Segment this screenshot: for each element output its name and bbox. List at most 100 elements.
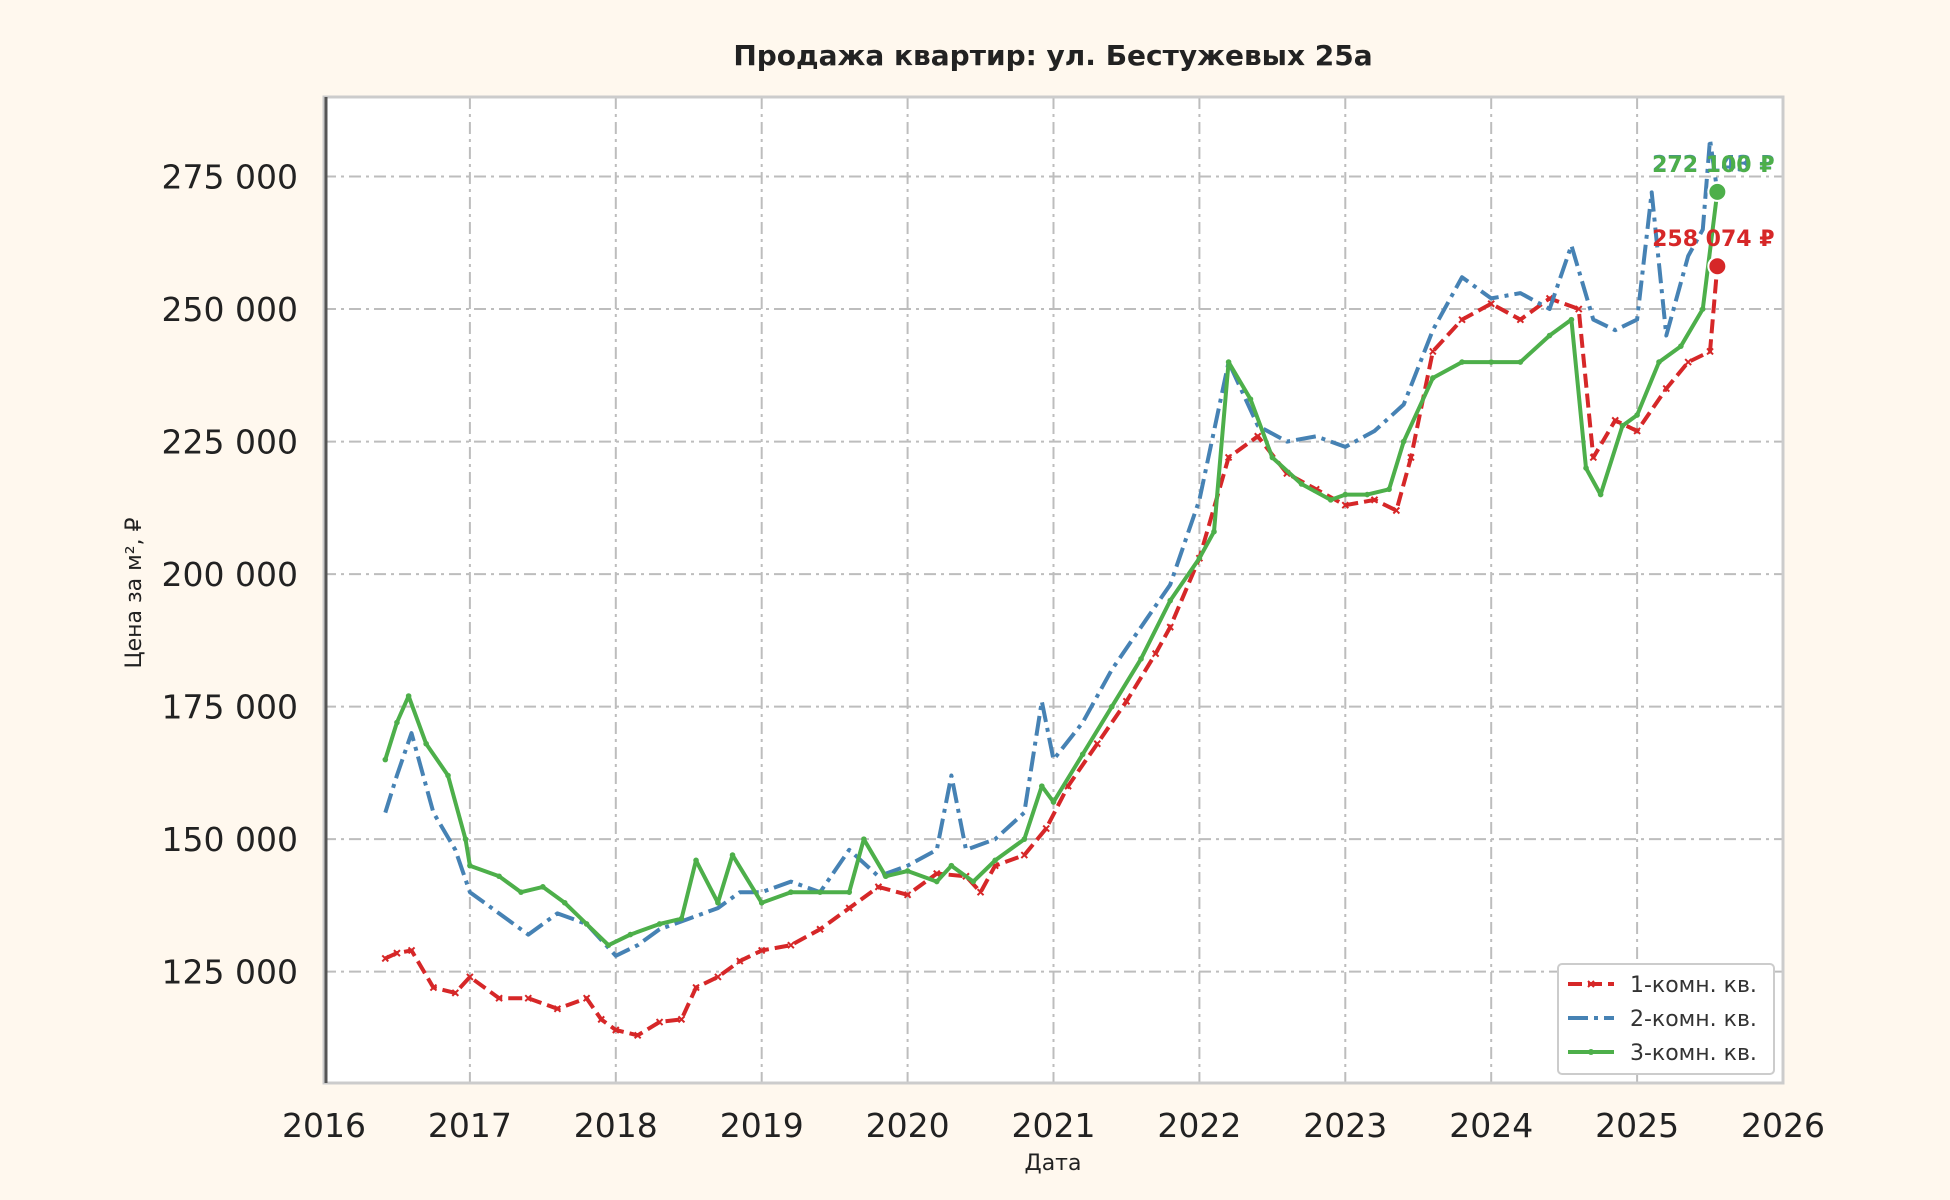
data-point bbox=[1196, 555, 1203, 561]
data-point bbox=[1247, 396, 1254, 402]
data-point bbox=[715, 899, 721, 906]
y-tick-label: 175 000 bbox=[162, 688, 298, 727]
data-point bbox=[788, 889, 794, 895]
data-point bbox=[817, 889, 823, 895]
x-tick-label: 2017 bbox=[428, 1106, 512, 1145]
end-labels: 258 074 ₽ 272 143 ₽272 100 ₽ bbox=[1652, 153, 1775, 277]
data-point bbox=[787, 941, 795, 949]
data-point bbox=[407, 946, 416, 955]
y-tick-label: 250 000 bbox=[162, 290, 298, 329]
data-point bbox=[845, 904, 853, 912]
data-point bbox=[1269, 454, 1276, 461]
series-3 bbox=[382, 189, 1721, 948]
data-point bbox=[1327, 497, 1334, 503]
data-point bbox=[1211, 528, 1217, 535]
x-tick-label: 2019 bbox=[720, 1106, 804, 1145]
x-tick-label: 2020 bbox=[866, 1106, 950, 1145]
data-point bbox=[540, 884, 546, 890]
data-point bbox=[1342, 491, 1349, 498]
data-point bbox=[1254, 432, 1262, 440]
data-point bbox=[1364, 491, 1370, 498]
data-point bbox=[612, 1026, 620, 1034]
x-axis-title: Дата bbox=[1025, 1151, 1082, 1176]
data-point bbox=[1109, 703, 1115, 710]
data-point bbox=[1429, 347, 1437, 356]
y-tick-label: 125 000 bbox=[162, 953, 298, 992]
data-point bbox=[861, 836, 867, 842]
data-point bbox=[1611, 416, 1619, 425]
data-point bbox=[933, 878, 940, 885]
data-point bbox=[693, 857, 699, 864]
data-point bbox=[1488, 359, 1494, 365]
data-point bbox=[462, 836, 469, 842]
data-point bbox=[561, 899, 568, 906]
x-tick-label: 2023 bbox=[1303, 1106, 1387, 1145]
data-point bbox=[729, 852, 736, 858]
data-point bbox=[582, 994, 591, 1002]
legend-label: 1-комн. кв. bbox=[1630, 973, 1757, 998]
data-point bbox=[904, 868, 911, 874]
data-point bbox=[714, 973, 722, 981]
plot-area: 2016 2017 2018 2019 2020 2021 2022 2023 2024 2025… bbox=[162, 95, 1825, 1145]
data-point bbox=[583, 921, 590, 927]
legend: 1-комн. кв. 2-комн. кв. 3-комн. кв. bbox=[1557, 963, 1775, 1075]
y-tick-label: 275 000 bbox=[162, 158, 298, 197]
data-point bbox=[846, 889, 853, 895]
data-point bbox=[381, 954, 389, 963]
data-point bbox=[393, 949, 401, 957]
data-point bbox=[1079, 751, 1086, 758]
data-point bbox=[633, 1031, 642, 1039]
data-point bbox=[445, 772, 451, 779]
data-point bbox=[816, 925, 824, 933]
data-point bbox=[1546, 332, 1553, 339]
y-tick-label: 200 000 bbox=[162, 555, 298, 594]
data-point bbox=[1020, 851, 1029, 859]
data-point bbox=[1568, 316, 1575, 323]
data-point bbox=[1575, 305, 1583, 313]
x-tick-label: 2016 bbox=[282, 1106, 366, 1145]
data-point bbox=[627, 931, 634, 938]
data-point bbox=[903, 891, 912, 899]
legend-marker bbox=[1587, 980, 1595, 988]
end-value-label: 272 100 ₽ bbox=[1652, 153, 1774, 178]
data-point bbox=[1459, 359, 1465, 365]
data-point bbox=[1517, 359, 1524, 365]
data-point bbox=[451, 989, 460, 997]
data-point bbox=[1341, 501, 1350, 509]
data-point bbox=[1516, 315, 1525, 324]
y-axis-title: Цена за м², ₽ bbox=[122, 517, 147, 668]
data-point bbox=[1298, 481, 1305, 487]
data-point bbox=[524, 994, 532, 1002]
end-value-label: 272 143 ₽ bbox=[1652, 153, 1774, 178]
data-point bbox=[1458, 315, 1466, 324]
data-point bbox=[948, 862, 955, 869]
data-point bbox=[495, 994, 503, 1002]
data-point bbox=[605, 942, 612, 948]
data-point bbox=[597, 1015, 605, 1024]
end-point-marker bbox=[1707, 181, 1728, 202]
data-point bbox=[1684, 358, 1692, 366]
data-point bbox=[1407, 453, 1415, 462]
data-point bbox=[874, 883, 883, 891]
data-point bbox=[466, 973, 474, 981]
data-point bbox=[1430, 375, 1436, 381]
data-point bbox=[1583, 465, 1589, 471]
data-point bbox=[933, 869, 941, 878]
data-point bbox=[992, 857, 998, 864]
data-point bbox=[1400, 438, 1407, 445]
data-point bbox=[1662, 384, 1670, 393]
end-point-marker bbox=[1707, 256, 1728, 277]
data-point bbox=[678, 915, 685, 922]
data-point bbox=[677, 1015, 686, 1024]
legend-label: 2-комн. кв. bbox=[1630, 1007, 1757, 1032]
chart-title: Продажа квартир: ул. Бестужевых 25а bbox=[733, 39, 1372, 72]
data-point bbox=[692, 983, 700, 992]
data-point bbox=[496, 873, 502, 880]
data-point bbox=[1093, 740, 1101, 748]
x-tick-label: 2022 bbox=[1157, 1106, 1241, 1145]
data-point bbox=[1021, 836, 1028, 842]
data-point bbox=[405, 693, 412, 699]
y-tick-label: 225 000 bbox=[162, 423, 298, 462]
